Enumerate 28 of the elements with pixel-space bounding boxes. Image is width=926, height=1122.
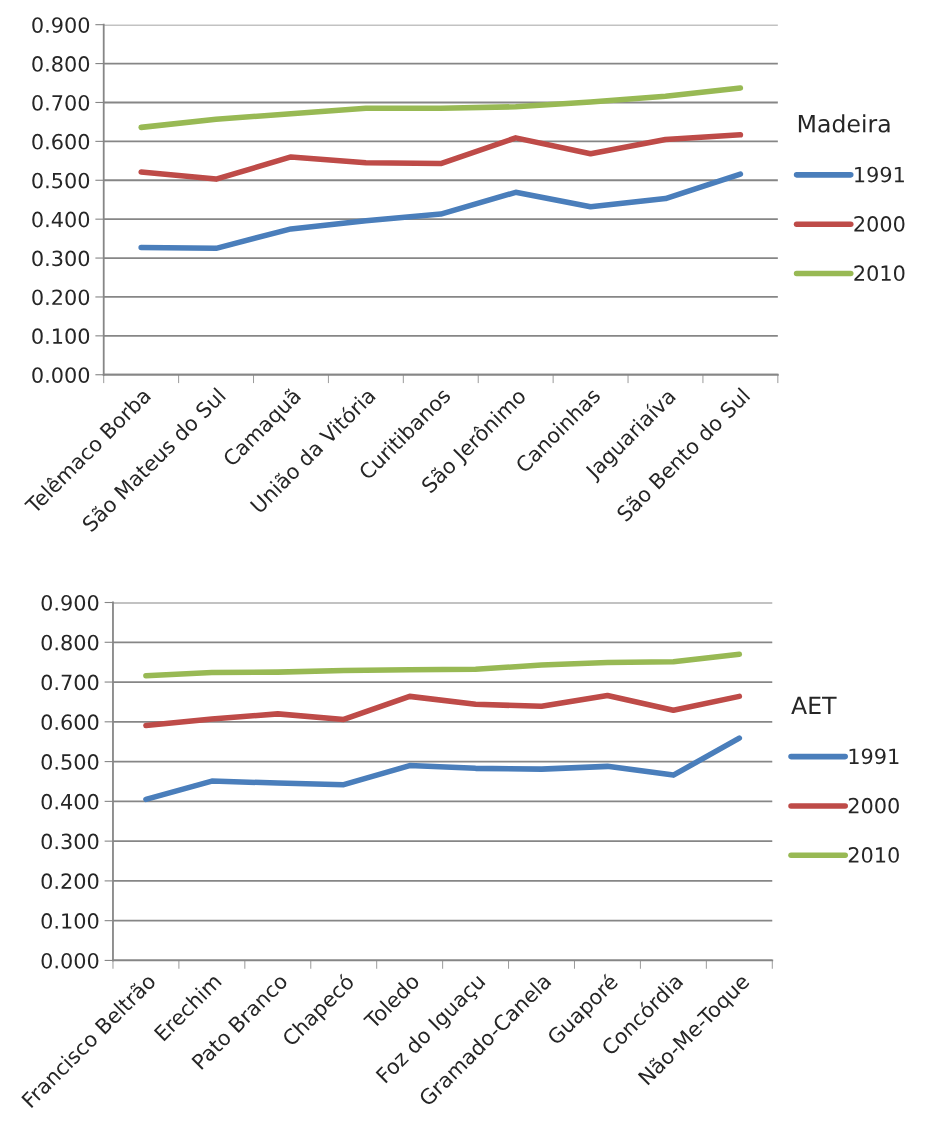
legend-title: Madeira <box>798 114 890 133</box>
y-tick-label: 0.600 <box>41 714 99 731</box>
legend-label: 2000 <box>848 797 899 814</box>
y-tick-label: 0.300 <box>32 250 90 267</box>
y-tick-label: 0.300 <box>41 833 99 850</box>
legend-title: AET <box>791 696 837 714</box>
y-tick-label: 0.600 <box>32 133 90 150</box>
y-tick-label: 0.200 <box>41 873 99 890</box>
y-tick-label: 0.100 <box>41 913 99 929</box>
y-tick-label: 0.700 <box>32 94 90 111</box>
legend-label: 2000 <box>854 216 905 232</box>
y-tick-label: 0.500 <box>32 172 90 189</box>
y-tick-label: 0.900 <box>41 594 99 611</box>
y-tick-label: 0.800 <box>41 634 99 651</box>
y-tick-label: 0.200 <box>32 289 90 306</box>
y-tick-label: 0.800 <box>32 56 90 72</box>
legend-label: 1991 <box>855 166 904 183</box>
y-tick-label: 0.900 <box>32 17 90 33</box>
y-tick-label: 0.400 <box>41 793 99 810</box>
y-tick-label: 0.700 <box>41 674 99 691</box>
y-tick-label: 0.000 <box>32 367 90 383</box>
y-tick-label: 0.100 <box>32 328 90 345</box>
legend-label: 1991 <box>849 748 899 765</box>
y-tick-label: 0.500 <box>41 754 99 770</box>
y-tick-label: 0.400 <box>32 211 90 228</box>
y-tick-label: 0.000 <box>41 952 99 969</box>
legend-label: 2010 <box>854 265 905 282</box>
legend-label: 2010 <box>848 847 899 863</box>
